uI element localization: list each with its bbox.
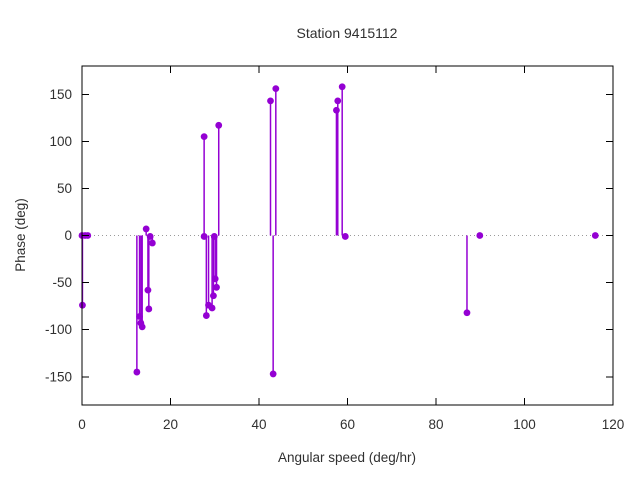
- data-point: [267, 97, 274, 105]
- x-tick-label: 100: [513, 417, 536, 432]
- y-axis-label: Phase (deg): [13, 198, 28, 272]
- data-point: [148, 239, 156, 247]
- data-point: [333, 106, 340, 114]
- y-tick-label: -100: [45, 322, 72, 337]
- y-tick-label: -150: [45, 369, 72, 384]
- x-tick-label: 0: [78, 417, 86, 432]
- y-tick-label: 0: [64, 228, 72, 243]
- y-tick-label: -50: [52, 275, 72, 290]
- data-point: [591, 232, 599, 239]
- y-tick-label: 150: [49, 87, 72, 102]
- x-tick-label: 120: [602, 417, 625, 432]
- data-point: [334, 97, 342, 105]
- data-point: [338, 83, 346, 91]
- y-axis-ticks: -150 -100 -50 0 50 100 150: [45, 87, 613, 384]
- data-point: [208, 304, 216, 312]
- data-point: [463, 309, 471, 317]
- y-tick-label: 50: [57, 181, 72, 196]
- data-point: [142, 225, 150, 233]
- data-point: [145, 305, 153, 313]
- data-point: [215, 121, 223, 129]
- x-axis-label: Angular speed (deg/hr): [278, 450, 416, 465]
- x-tick-label: 80: [428, 417, 443, 432]
- data-point: [269, 370, 277, 378]
- data-point: [133, 368, 141, 376]
- data-point: [476, 232, 484, 239]
- data-point: [210, 292, 217, 300]
- y-tick-label: 100: [49, 134, 72, 149]
- data-point: [138, 323, 146, 331]
- data-point: [144, 286, 152, 294]
- data-point: [200, 133, 208, 141]
- data-point: [341, 233, 349, 240]
- x-axis-ticks: 0 20 40 60 80 100 120: [78, 66, 624, 432]
- data-point: [202, 312, 210, 319]
- data-point: [213, 283, 220, 291]
- x-tick-label: 40: [251, 417, 266, 432]
- data-point: [272, 85, 280, 92]
- data-point: [211, 275, 219, 283]
- chart-title: Station 9415112: [297, 25, 398, 41]
- x-tick-label: 60: [340, 417, 355, 432]
- x-tick-label: 20: [163, 417, 178, 432]
- data-series: [78, 83, 599, 378]
